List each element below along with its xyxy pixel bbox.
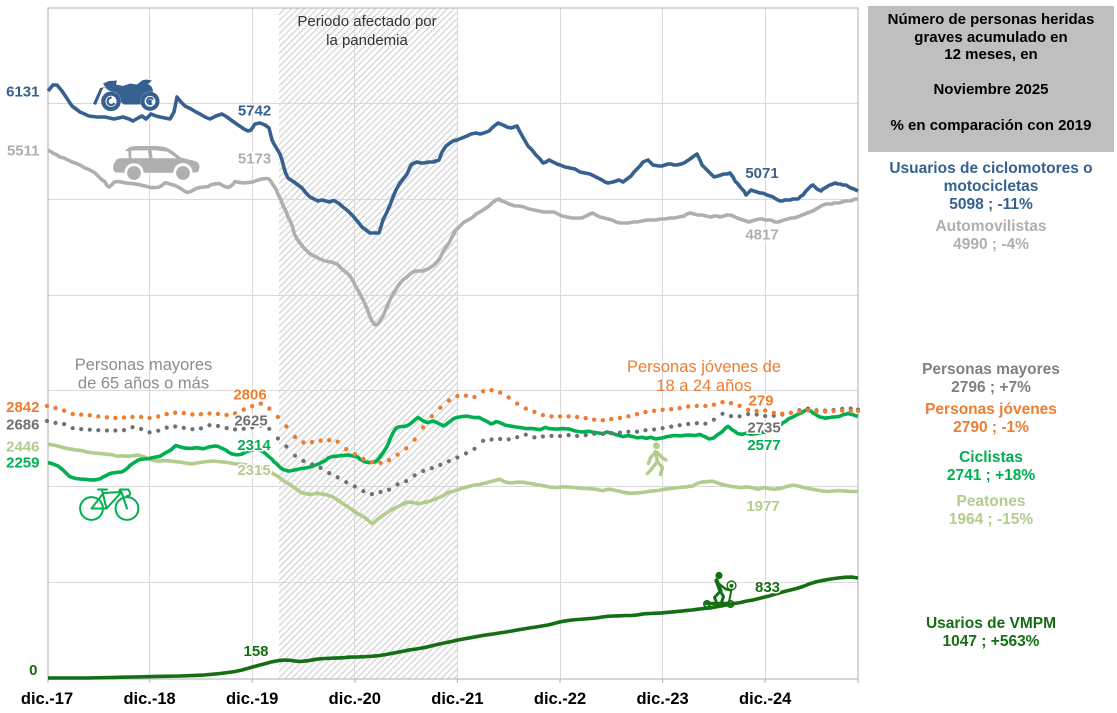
svg-text:6131: 6131: [6, 84, 39, 101]
svg-text:dic.-21: dic.-21: [431, 690, 483, 708]
svg-text:833: 833: [755, 579, 780, 596]
svg-text:4817: 4817: [745, 227, 778, 244]
svg-text:dic.-23: dic.-23: [636, 690, 688, 708]
svg-text:2735: 2735: [747, 420, 780, 437]
svg-text:la pandemia: la pandemia: [326, 32, 408, 49]
svg-text:0: 0: [29, 662, 37, 679]
svg-text:18 a 24 años: 18 a 24 años: [656, 377, 751, 395]
svg-text:279: 279: [748, 393, 773, 410]
svg-text:158: 158: [243, 643, 268, 660]
svg-text:2259: 2259: [6, 455, 39, 472]
svg-text:Personas mayores: Personas mayores: [75, 356, 213, 374]
svg-text:5173: 5173: [238, 151, 271, 168]
svg-text:5511: 5511: [7, 143, 40, 160]
svg-text:2625: 2625: [234, 413, 267, 430]
svg-text:2314: 2314: [237, 437, 271, 454]
svg-text:dic.-17: dic.-17: [21, 690, 73, 708]
svg-text:2577: 2577: [747, 437, 780, 454]
svg-text:5071: 5071: [745, 165, 778, 182]
svg-text:5742: 5742: [238, 103, 271, 120]
svg-text:1977: 1977: [746, 498, 779, 515]
svg-text:dic.-19: dic.-19: [226, 690, 278, 708]
svg-text:dic.-20: dic.-20: [329, 690, 381, 708]
svg-text:dic.-22: dic.-22: [534, 690, 586, 708]
svg-text:dic.-24: dic.-24: [739, 690, 792, 708]
svg-text:2446: 2446: [6, 439, 39, 456]
svg-text:2686: 2686: [6, 417, 39, 434]
svg-text:2842: 2842: [6, 399, 39, 416]
svg-text:de 65 años o más: de 65 años o más: [78, 375, 209, 393]
svg-text:2315: 2315: [237, 462, 270, 479]
svg-text:Personas jóvenes de: Personas jóvenes de: [627, 358, 781, 376]
svg-text:2806: 2806: [233, 387, 266, 404]
svg-text:dic.-18: dic.-18: [123, 690, 175, 708]
svg-text:Periodo afectado por: Periodo afectado por: [297, 13, 436, 30]
